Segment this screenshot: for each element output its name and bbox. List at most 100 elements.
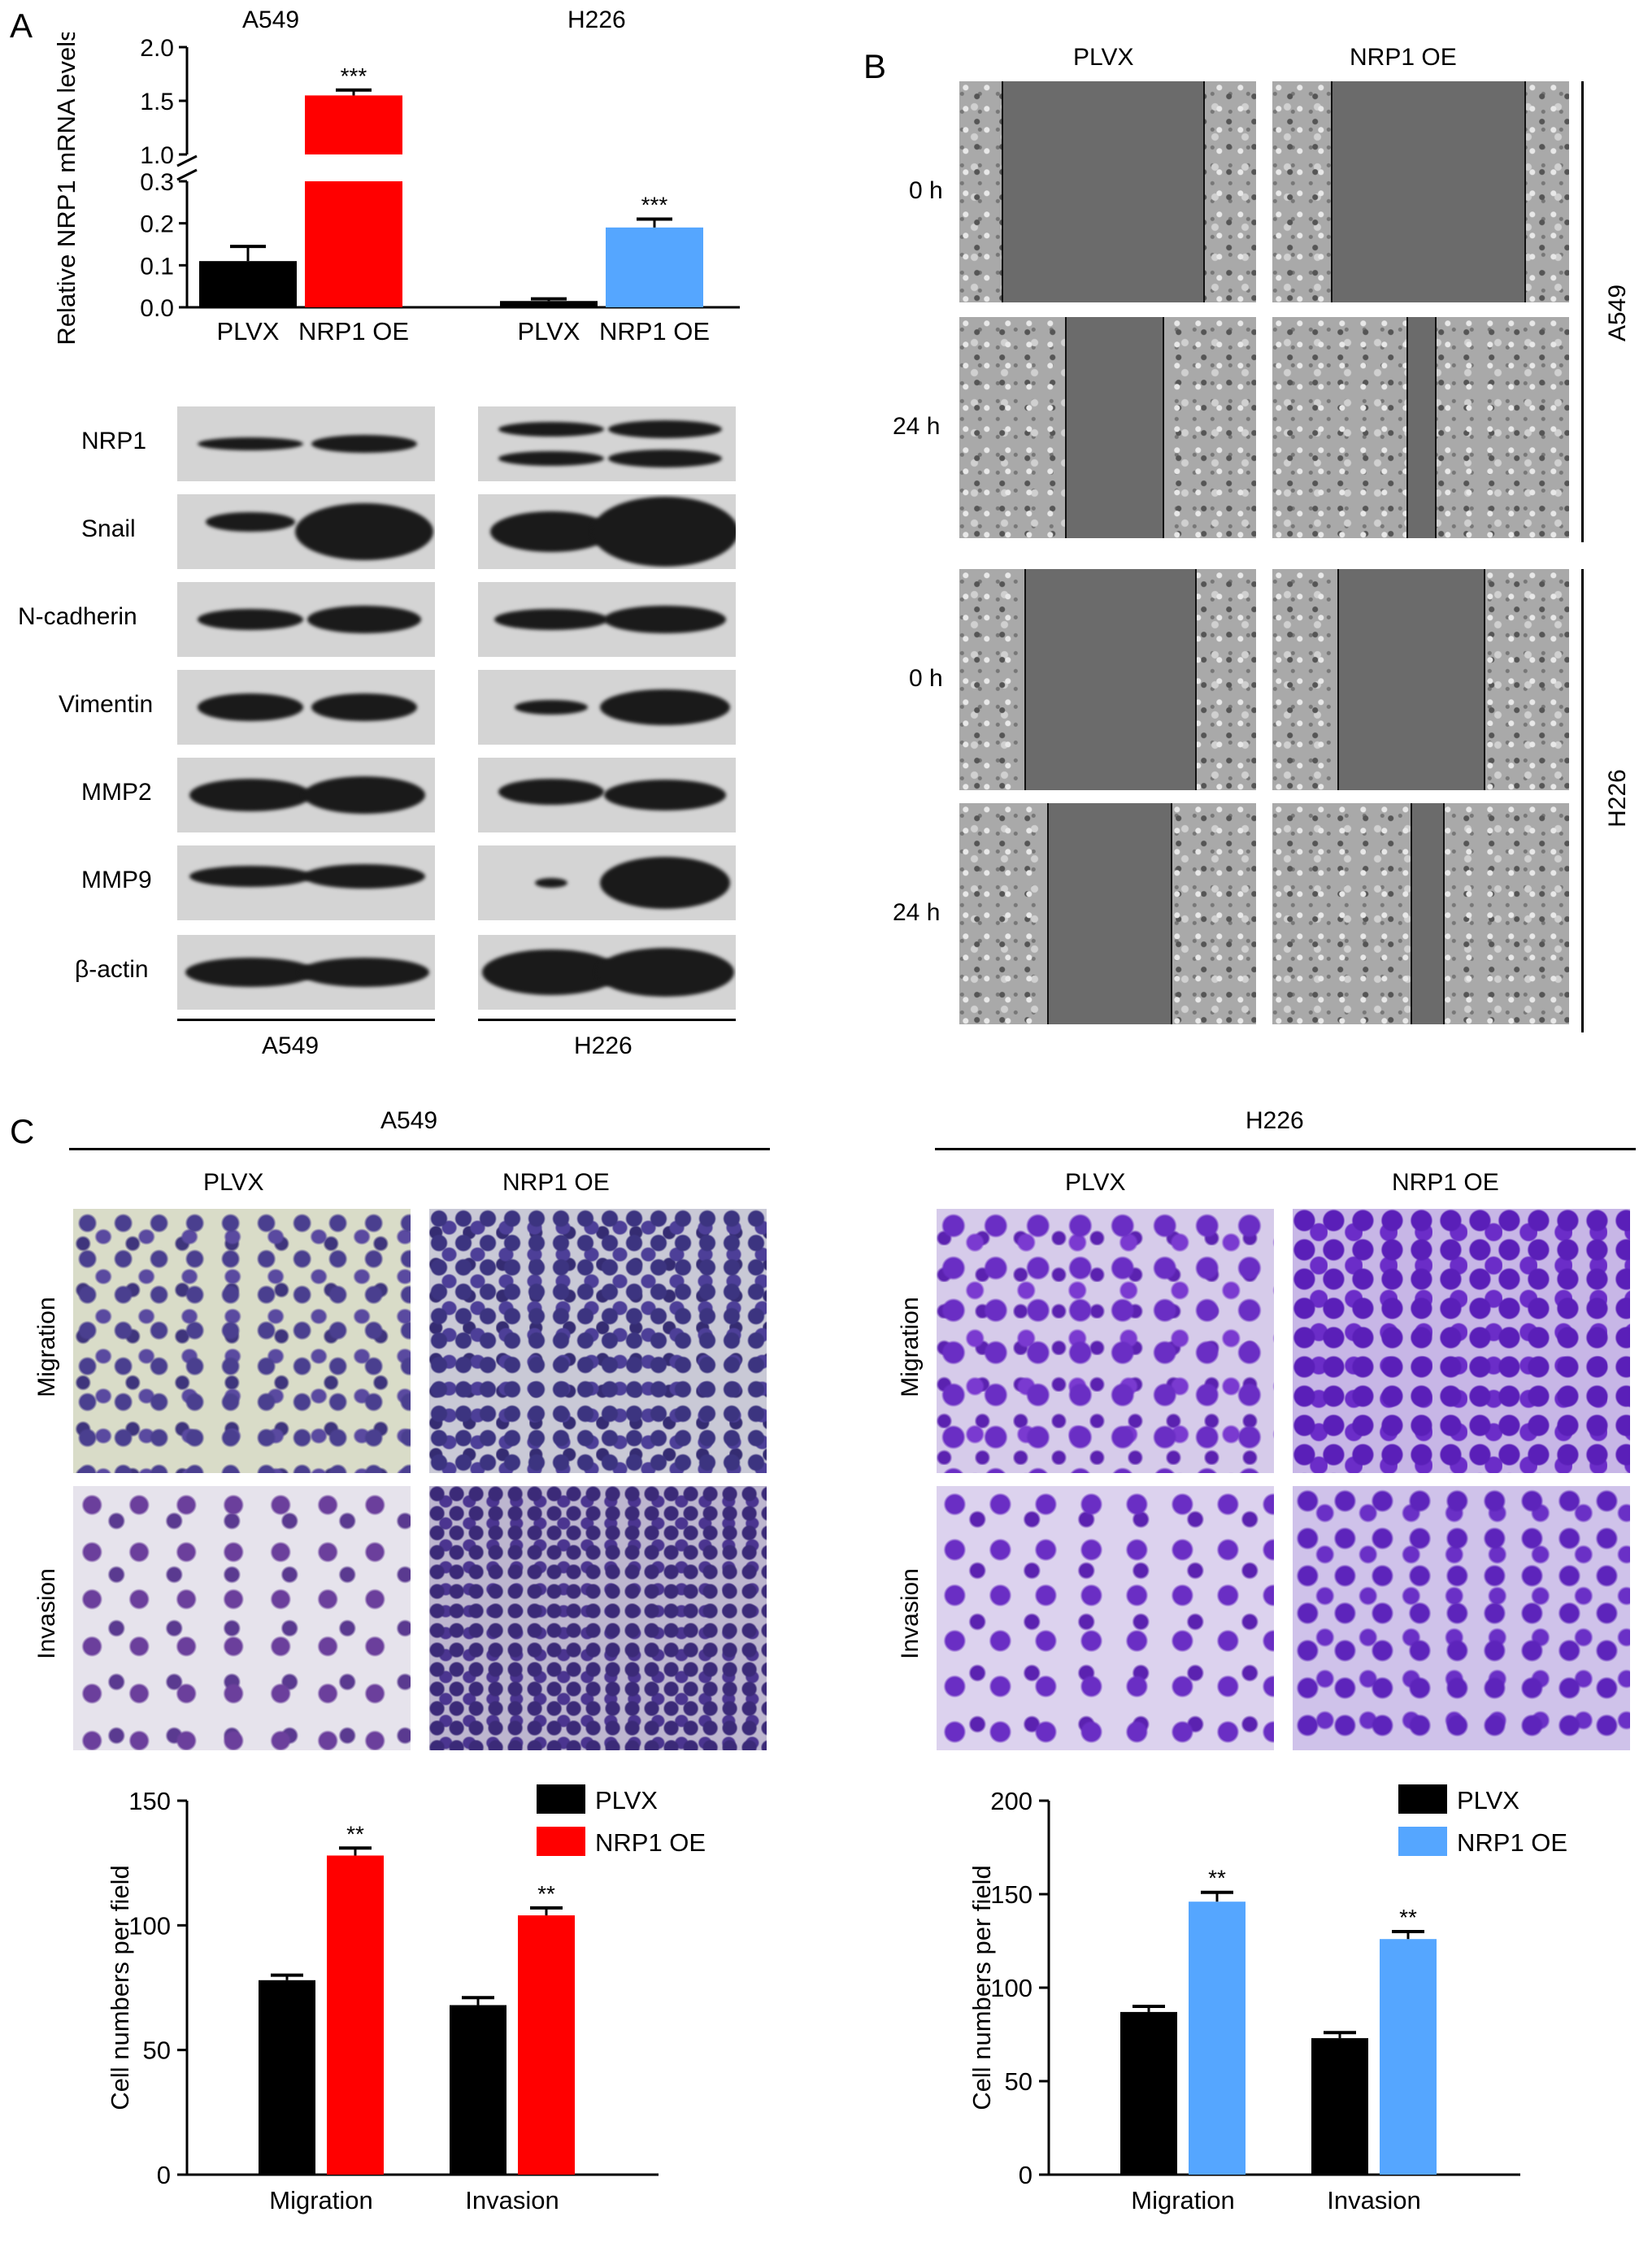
wound-col-plvx: PLVX xyxy=(1073,44,1134,71)
wound-edge-line xyxy=(1406,317,1408,538)
western-band xyxy=(608,420,722,438)
mrna-y-tick-label: 2.0 xyxy=(140,35,174,62)
transwell-h226-col-plvx: PLVX xyxy=(1065,1169,1126,1196)
mrna-x-tick-label: NRP1 OE xyxy=(599,317,710,346)
a549-count-x-tick-label: Migration xyxy=(269,2186,373,2214)
western-band xyxy=(515,700,588,715)
wound-gap xyxy=(1411,803,1443,1024)
mrna-y-tick-label: 0.0 xyxy=(140,295,174,322)
western-protein-label: N-cadherin xyxy=(18,603,137,630)
western-band xyxy=(498,422,604,437)
wound-h226-bracket xyxy=(1581,569,1584,1032)
wound-edge-line xyxy=(1435,317,1437,538)
wound-edge-line xyxy=(1065,317,1067,538)
western-band xyxy=(299,958,429,987)
western-blot-box xyxy=(478,935,736,1010)
a549-cell-count-chart: 0 50 100 150 Cell numbers per field ** Migrati… xyxy=(106,1784,706,2214)
h226-count-y-tick-label: 200 xyxy=(990,1787,1032,1815)
panel-label-c: C xyxy=(10,1112,35,1150)
transwell-h226-line xyxy=(935,1148,1636,1150)
panel-label-b: B xyxy=(863,47,887,85)
wound-edge-line xyxy=(1443,803,1445,1024)
h226-count-y-tick-label: 100 xyxy=(990,1974,1032,2002)
transwell-a549-row-migration: Migration xyxy=(33,1297,60,1397)
mrna-y-tick-label: 1.5 xyxy=(140,89,174,115)
western-blot-box xyxy=(177,582,435,657)
western-blot-box xyxy=(177,935,435,1010)
wound-row-time-label: 24 h xyxy=(893,899,941,926)
mrna-bar xyxy=(199,261,297,307)
western-band xyxy=(311,693,417,721)
a549-count-significance: ** xyxy=(346,1821,364,1846)
wound-side-h226: H226 xyxy=(1604,769,1631,828)
wound-gap xyxy=(1331,81,1524,302)
transwell-h226-col-oe: NRP1 OE xyxy=(1392,1169,1499,1196)
h226-count-bar xyxy=(1120,2011,1177,2175)
h226-count-y-tick-label: 0 xyxy=(1019,2161,1032,2189)
western-band xyxy=(189,866,311,887)
cell-line-a549-label: A549 xyxy=(242,7,300,33)
h226-count-significance: ** xyxy=(1208,1866,1226,1891)
western-band xyxy=(303,864,425,889)
wound-edge-line xyxy=(1002,81,1003,302)
transwell-a549-oe-migration-image xyxy=(429,1209,767,1473)
wound-edge-line xyxy=(1484,569,1485,790)
mrna-y-tick-label: 0.1 xyxy=(140,253,174,280)
wound-gap xyxy=(1337,569,1484,790)
western-band xyxy=(189,779,311,811)
mrna-x-tick-label: NRP1 OE xyxy=(298,317,409,346)
h226-count-y-tick-label: 150 xyxy=(990,1880,1032,1909)
wound-healing-image xyxy=(959,81,1256,302)
wound-healing-image xyxy=(1272,81,1569,302)
western-band xyxy=(498,451,604,466)
western-band xyxy=(198,609,303,630)
western-blot-box xyxy=(478,406,736,481)
western-blot-box xyxy=(478,494,736,569)
transwell-h226-oe-invasion-image xyxy=(1293,1486,1630,1750)
a549-count-bar xyxy=(518,1915,575,2175)
western-group-a549: A549 xyxy=(262,1032,320,1059)
western-blot-box xyxy=(177,406,435,481)
h226-cell-count-chart: 0 50 100 150 200 Cell numbers per field ** Migr… xyxy=(967,1784,1567,2214)
western-blot-box xyxy=(177,494,435,569)
western-band xyxy=(185,958,315,987)
h226-count-x-tick-label: Migration xyxy=(1131,2186,1235,2214)
wound-gap xyxy=(1024,569,1195,790)
wound-row-time-label: 0 h xyxy=(909,177,943,204)
mrna-y-axis-label: Relative NRP1 mRNA levels xyxy=(52,33,80,346)
western-band xyxy=(596,948,734,997)
western-band xyxy=(311,435,417,453)
a549-count-bar xyxy=(259,1980,315,2175)
a549-count-bar xyxy=(327,1855,384,2175)
transwell-a549-line xyxy=(69,1148,770,1150)
transwell-header-a549: A549 xyxy=(380,1107,438,1134)
wound-edge-line xyxy=(1411,803,1412,1024)
transwell-header-h226: H226 xyxy=(1246,1107,1304,1134)
a549-count-y-axis-label: Cell numbers per field xyxy=(106,1865,134,2110)
h226-count-legend-label: NRP1 OE xyxy=(1457,1828,1567,1857)
mrna-y-tick-label: 1.0 xyxy=(140,142,174,169)
western-blot-box xyxy=(177,758,435,832)
western-band xyxy=(498,779,604,805)
western-band xyxy=(600,857,730,909)
wound-gap xyxy=(1002,81,1203,302)
transwell-a549-col-plvx: PLVX xyxy=(203,1169,264,1196)
h226-count-bar xyxy=(1380,1939,1437,2175)
western-band xyxy=(206,512,295,532)
wound-gap xyxy=(1406,317,1435,538)
panel-label-a: A xyxy=(10,7,33,45)
western-band xyxy=(307,606,421,633)
wound-a549-bracket xyxy=(1581,81,1584,542)
transwell-a549-plvx-invasion-image xyxy=(73,1486,411,1750)
transwell-h226-row-invasion: Invasion xyxy=(897,1568,924,1659)
mrna-y-tick-label: 0.3 xyxy=(140,169,174,196)
transwell-h226-oe-migration-image xyxy=(1293,1209,1630,1473)
transwell-a549-col-oe: NRP1 OE xyxy=(502,1169,610,1196)
mrna-x-tick-label: PLVX xyxy=(518,317,580,346)
a549-count-bar xyxy=(450,2005,506,2175)
western-band xyxy=(295,503,433,560)
wound-edge-line xyxy=(1047,803,1049,1024)
transwell-h226-plvx-migration-image xyxy=(937,1209,1274,1473)
western-band xyxy=(303,776,425,814)
h226-count-x-tick-label: Invasion xyxy=(1327,2186,1420,2214)
